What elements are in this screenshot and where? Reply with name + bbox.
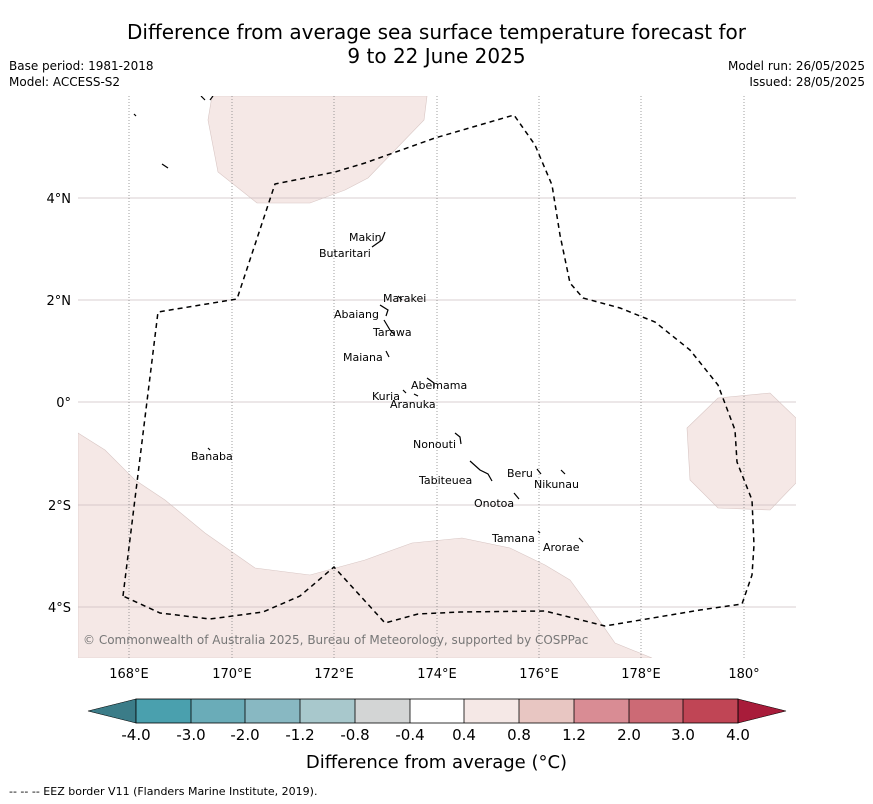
lon-label-174e: 174°E bbox=[417, 667, 457, 682]
colorbar-extend-high bbox=[737, 698, 787, 724]
meta-right: Model run: 26/05/2025 Issued: 28/05/2025 bbox=[728, 58, 865, 90]
colorbar-bin-11 bbox=[683, 699, 738, 723]
lon-label-168e: 168°E bbox=[109, 667, 149, 682]
anomaly-region-east bbox=[686, 392, 796, 511]
lat-label-2s: 2°S bbox=[48, 499, 71, 514]
island-label-maiana: Maiana bbox=[343, 351, 383, 364]
lon-label-180: 180° bbox=[728, 667, 759, 682]
model-run: Model run: 26/05/2025 bbox=[727, 59, 865, 73]
lon-label-172e: 172°E bbox=[314, 667, 354, 682]
island-label-butaritari: Butaritari bbox=[319, 247, 371, 260]
lon-label-178e: 178°E bbox=[621, 667, 661, 682]
title-line-2: 9 to 22 June 2025 bbox=[347, 44, 526, 68]
island-label-nikunau: Nikunau bbox=[534, 478, 579, 491]
island-label-arorae: Arorae bbox=[543, 541, 580, 554]
colorbar-title: Difference from average (°C) bbox=[305, 752, 568, 773]
island-label-makin: Makin bbox=[349, 231, 382, 244]
colorbar-tick-2: -3.0 bbox=[176, 726, 205, 744]
island-shapes bbox=[133, 96, 584, 543]
lat-label-4s: 4°S bbox=[48, 601, 71, 616]
colorbar-bin-10 bbox=[629, 699, 683, 723]
colorbar-tick-10: 2.0 bbox=[617, 726, 641, 744]
island-label-aranuka: Aranuka bbox=[390, 398, 436, 411]
lon-label-176e: 176°E bbox=[519, 667, 559, 682]
lat-label-4n: 4°N bbox=[47, 192, 72, 207]
issued-date: Issued: 28/05/2025 bbox=[749, 75, 865, 89]
colorbar-bin-7 bbox=[464, 699, 519, 723]
colorbar-bin-9 bbox=[574, 699, 629, 723]
eez-footnote: -- -- -- EEZ border V11 (Flanders Marine… bbox=[9, 785, 318, 798]
model-name: Model: ACCESS-S2 bbox=[9, 75, 121, 89]
colorbar-tick-1: -4.0 bbox=[121, 726, 150, 744]
colorbar-bin-1 bbox=[136, 699, 191, 723]
anomaly-region-north bbox=[207, 96, 428, 204]
lat-label-0: 0° bbox=[56, 396, 71, 411]
map-area: Makin Butaritari Marakei Abaiang Tarawa … bbox=[78, 96, 796, 658]
colorbar-tick-11: 3.0 bbox=[671, 726, 695, 744]
chart-title: Difference from average sea surface temp… bbox=[0, 20, 873, 68]
graticule bbox=[78, 96, 796, 658]
colorbar-bin-4 bbox=[300, 699, 355, 723]
base-period: Base period: 1981-2018 bbox=[9, 59, 154, 73]
colorbar-bin-6 bbox=[410, 699, 464, 723]
island-label-tarawa: Tarawa bbox=[372, 326, 412, 339]
island-label-nonouti: Nonouti bbox=[413, 438, 456, 451]
colorbar-bin-5 bbox=[355, 699, 410, 723]
lat-label-2n: 2°N bbox=[47, 294, 72, 309]
island-label-onotoa: Onotoa bbox=[474, 497, 514, 510]
island-label-abemama: Abemama bbox=[411, 379, 467, 392]
colorbar-bin-3 bbox=[245, 699, 300, 723]
colorbar-tick-8: 0.8 bbox=[507, 726, 531, 744]
copyright-text: © Commonwealth of Australia 2025, Bureau… bbox=[83, 633, 588, 647]
colorbar-tick-3: -2.0 bbox=[230, 726, 259, 744]
colorbar-tick-9: 1.2 bbox=[562, 726, 586, 744]
colorbar-tick-5: -0.8 bbox=[340, 726, 369, 744]
colorbar-tick-7: 0.4 bbox=[452, 726, 476, 744]
island-label-kuria: Kuria bbox=[372, 390, 400, 403]
lon-label-170e: 170°E bbox=[212, 667, 252, 682]
colorbar-bin-8 bbox=[519, 699, 574, 723]
island-label-banaba: Banaba bbox=[191, 450, 233, 463]
island-label-tamana: Tamana bbox=[491, 532, 535, 545]
island-label-tabiteuea: Tabiteuea bbox=[418, 474, 472, 487]
colorbar-extend-low bbox=[87, 698, 137, 724]
colorbar-tick-12: 4.0 bbox=[726, 726, 750, 744]
colorbar-tick-4: -1.2 bbox=[285, 726, 314, 744]
colorbar-tick-6: -0.4 bbox=[395, 726, 424, 744]
colorbar: -4.0 -3.0 -2.0 -1.2 -0.8 -0.4 0.4 0.8 1.… bbox=[87, 698, 787, 744]
title-line-1: Difference from average sea surface temp… bbox=[126, 20, 746, 44]
island-label-abaiang: Abaiang bbox=[334, 308, 379, 321]
island-label-marakei: Marakei bbox=[383, 292, 426, 305]
meta-left: Base period: 1981-2018 Model: ACCESS-S2 bbox=[9, 58, 154, 90]
island-label-beru: Beru bbox=[507, 467, 533, 480]
colorbar-bin-2 bbox=[191, 699, 245, 723]
